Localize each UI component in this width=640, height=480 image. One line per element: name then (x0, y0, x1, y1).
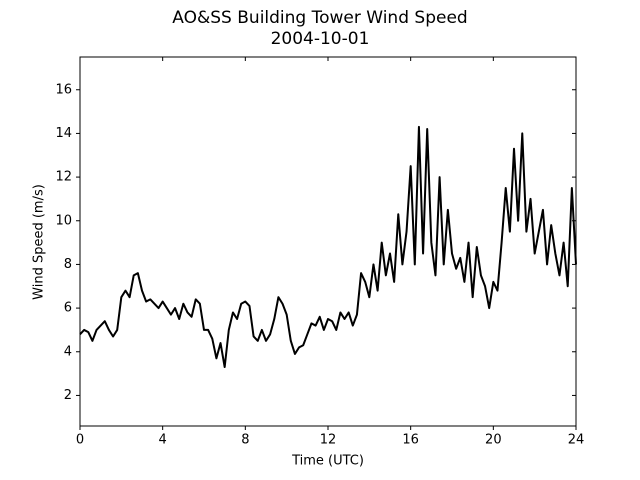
x-tick-label: 16 (402, 433, 419, 448)
plot-frame (79, 56, 577, 427)
x-axis-label: Time (UTC) (291, 454, 364, 469)
y-tick-label: 12 (55, 170, 72, 185)
x-tick-label: 8 (241, 433, 249, 448)
x-tick-label: 20 (485, 433, 502, 448)
x-tick-label: 24 (568, 433, 585, 448)
y-tick-label: 8 (64, 257, 72, 272)
line-series (79, 125, 577, 369)
x-tick-label: 12 (320, 433, 337, 448)
chart-title: AO&SS Building Tower Wind Speed (172, 8, 467, 28)
x-tick-label: 4 (159, 433, 167, 448)
y-tick-label: 4 (64, 344, 72, 359)
y-tick-label: 2 (64, 388, 72, 403)
chart-subtitle: 2004-10-01 (271, 29, 370, 49)
y-tick-label: 10 (55, 213, 72, 228)
y-tick-label: 14 (55, 126, 72, 141)
y-tick-label: 16 (55, 82, 72, 97)
x-tick-label: 0 (76, 433, 84, 448)
y-axis-label: Wind Speed (m/s) (32, 184, 47, 300)
y-tick-label: 6 (64, 301, 72, 316)
